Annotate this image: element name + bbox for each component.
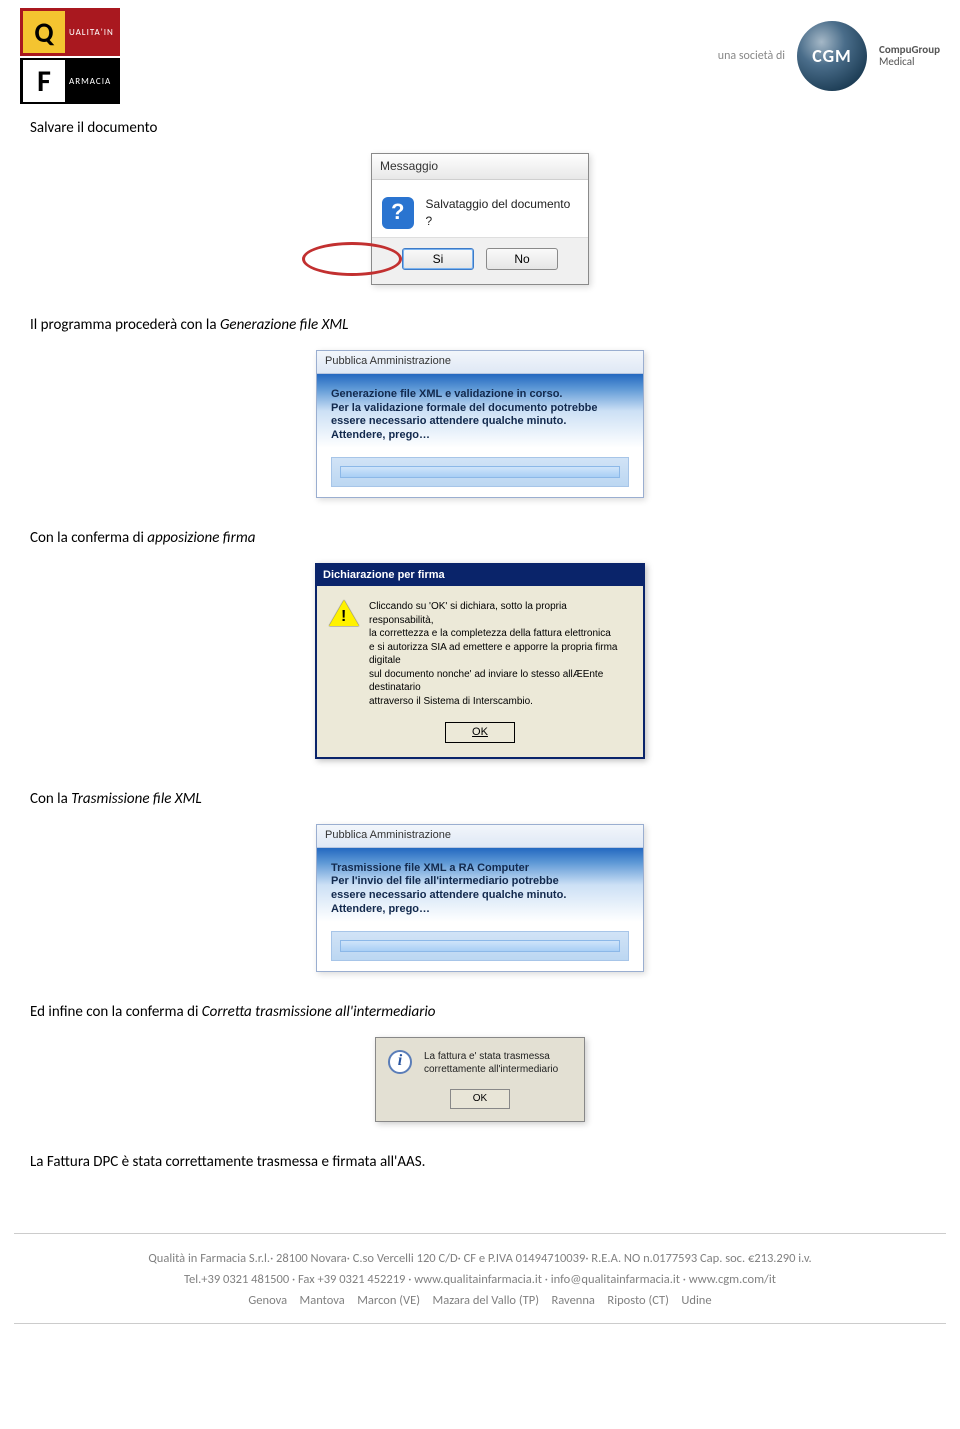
dialog-transmission-ok: i La fattura e' stata trasmessa corretta… — [375, 1037, 585, 1122]
logo-f-letter: F — [23, 60, 65, 102]
final-statement: La Fattura DPC è stata correttamente tra… — [30, 1152, 930, 1173]
text-trasmissione-xml: Con la Trasmissione file XML — [30, 789, 930, 810]
text-corretta-trasmissione: Ed infine con la conferma di Corretta tr… — [30, 1002, 930, 1023]
cgm-company-name: CompuGroup Medical — [879, 44, 940, 68]
no-button[interactable]: No — [486, 248, 558, 270]
progress-container-2 — [331, 931, 629, 961]
si-button[interactable]: Si — [402, 248, 474, 270]
dialog-signature-declaration: Dichiarazione per firma Cliccando su 'OK… — [315, 563, 645, 759]
ok-button-info[interactable]: OK — [450, 1089, 510, 1109]
pa2-line-4: Attendere, prego… — [331, 903, 629, 917]
warning-icon — [329, 600, 359, 630]
logo-q-label: UALITA'IN — [69, 27, 114, 38]
text-apposizione-firma: Con la conferma di apposizione firma — [30, 528, 930, 549]
logo-f-label: ARMACIA — [69, 76, 111, 87]
progress-bar-2 — [340, 940, 620, 952]
logo-f-row: F ARMACIA — [20, 58, 120, 104]
logo-qualita-in-farmacia: Q UALITA'IN F ARMACIA — [20, 8, 120, 104]
footer-line-2: Tel.+39 0321 481500 · Fax +39 0321 45221… — [14, 1269, 946, 1290]
societa-label: una società di — [718, 49, 785, 63]
dialog-title: Messaggio — [372, 154, 588, 180]
dialog-save-confirm: Messaggio ? Salvataggio del documento ? … — [371, 153, 589, 285]
pa-line-2: Per la validazione formale del documento… — [331, 402, 629, 416]
footer-line-1: Qualità in Farmacia S.r.l.· 28100 Novara… — [14, 1248, 946, 1269]
cgm-sphere-logo: CGM — [797, 21, 867, 91]
info-icon: i — [388, 1050, 412, 1074]
page-footer: Qualità in Farmacia S.r.l.· 28100 Novara… — [14, 1233, 946, 1325]
logo-cgm-group: una società di CGM CompuGroup Medical — [718, 21, 940, 91]
document-body: Salvare il documento Messaggio ? Salvata… — [0, 118, 960, 1173]
highlight-circle — [302, 242, 402, 276]
info-text: La fattura e' stata trasmessa correttame… — [424, 1050, 558, 1077]
decl-text: Cliccando su 'OK' si dichiara, sotto la … — [369, 600, 631, 708]
dialog-question: Salvataggio del documento ? — [426, 196, 578, 230]
text-generation-xml: Il programma procederà con la Generazion… — [30, 315, 930, 336]
logo-q-letter: Q — [23, 11, 65, 53]
dialog-transmit-xml: Pubblica Amministrazione Trasmissione fi… — [316, 824, 644, 971]
progress-container-1 — [331, 457, 629, 487]
decl-title: Dichiarazione per firma — [317, 565, 643, 586]
pa-title-1: Pubblica Amministrazione — [317, 351, 643, 373]
pa-line-3: essere necessario attendere qualche minu… — [331, 415, 629, 429]
pa2-line-1: Trasmissione file XML a RA Computer — [331, 862, 629, 876]
heading-save-document: Salvare il documento — [30, 118, 930, 139]
pa-line-4: Attendere, prego… — [331, 429, 629, 443]
pa-line-1: Generazione file XML e validazione in co… — [331, 388, 629, 402]
ok-button-declaration[interactable]: OK — [445, 722, 515, 743]
pa2-line-3: essere necessario attendere qualche minu… — [331, 889, 629, 903]
pa2-line-2: Per l'invio del file all'intermediario p… — [331, 875, 629, 889]
question-icon: ? — [382, 197, 414, 229]
page-header: Q UALITA'IN F ARMACIA una società di CGM… — [0, 0, 960, 108]
footer-line-3: Genova Mantova Marcon (VE) Mazara del Va… — [14, 1290, 946, 1311]
logo-q-row: Q UALITA'IN — [20, 8, 120, 56]
pa-title-2: Pubblica Amministrazione — [317, 825, 643, 847]
dialog-generate-xml: Pubblica Amministrazione Generazione fil… — [316, 350, 644, 497]
progress-bar-1 — [340, 466, 620, 478]
cgm-name-2: Medical — [879, 56, 940, 68]
